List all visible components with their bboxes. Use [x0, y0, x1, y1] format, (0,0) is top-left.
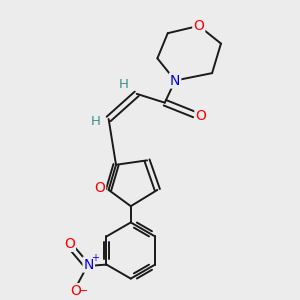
Text: N: N — [170, 74, 180, 88]
Text: H: H — [118, 79, 128, 92]
Text: O: O — [64, 237, 75, 251]
Text: O: O — [195, 109, 206, 123]
Text: O: O — [70, 284, 81, 298]
Text: −: − — [79, 286, 88, 296]
Text: +: + — [92, 253, 100, 263]
Text: N: N — [83, 258, 94, 272]
Text: H: H — [90, 116, 100, 128]
Text: O: O — [94, 182, 105, 195]
Text: O: O — [193, 19, 204, 33]
